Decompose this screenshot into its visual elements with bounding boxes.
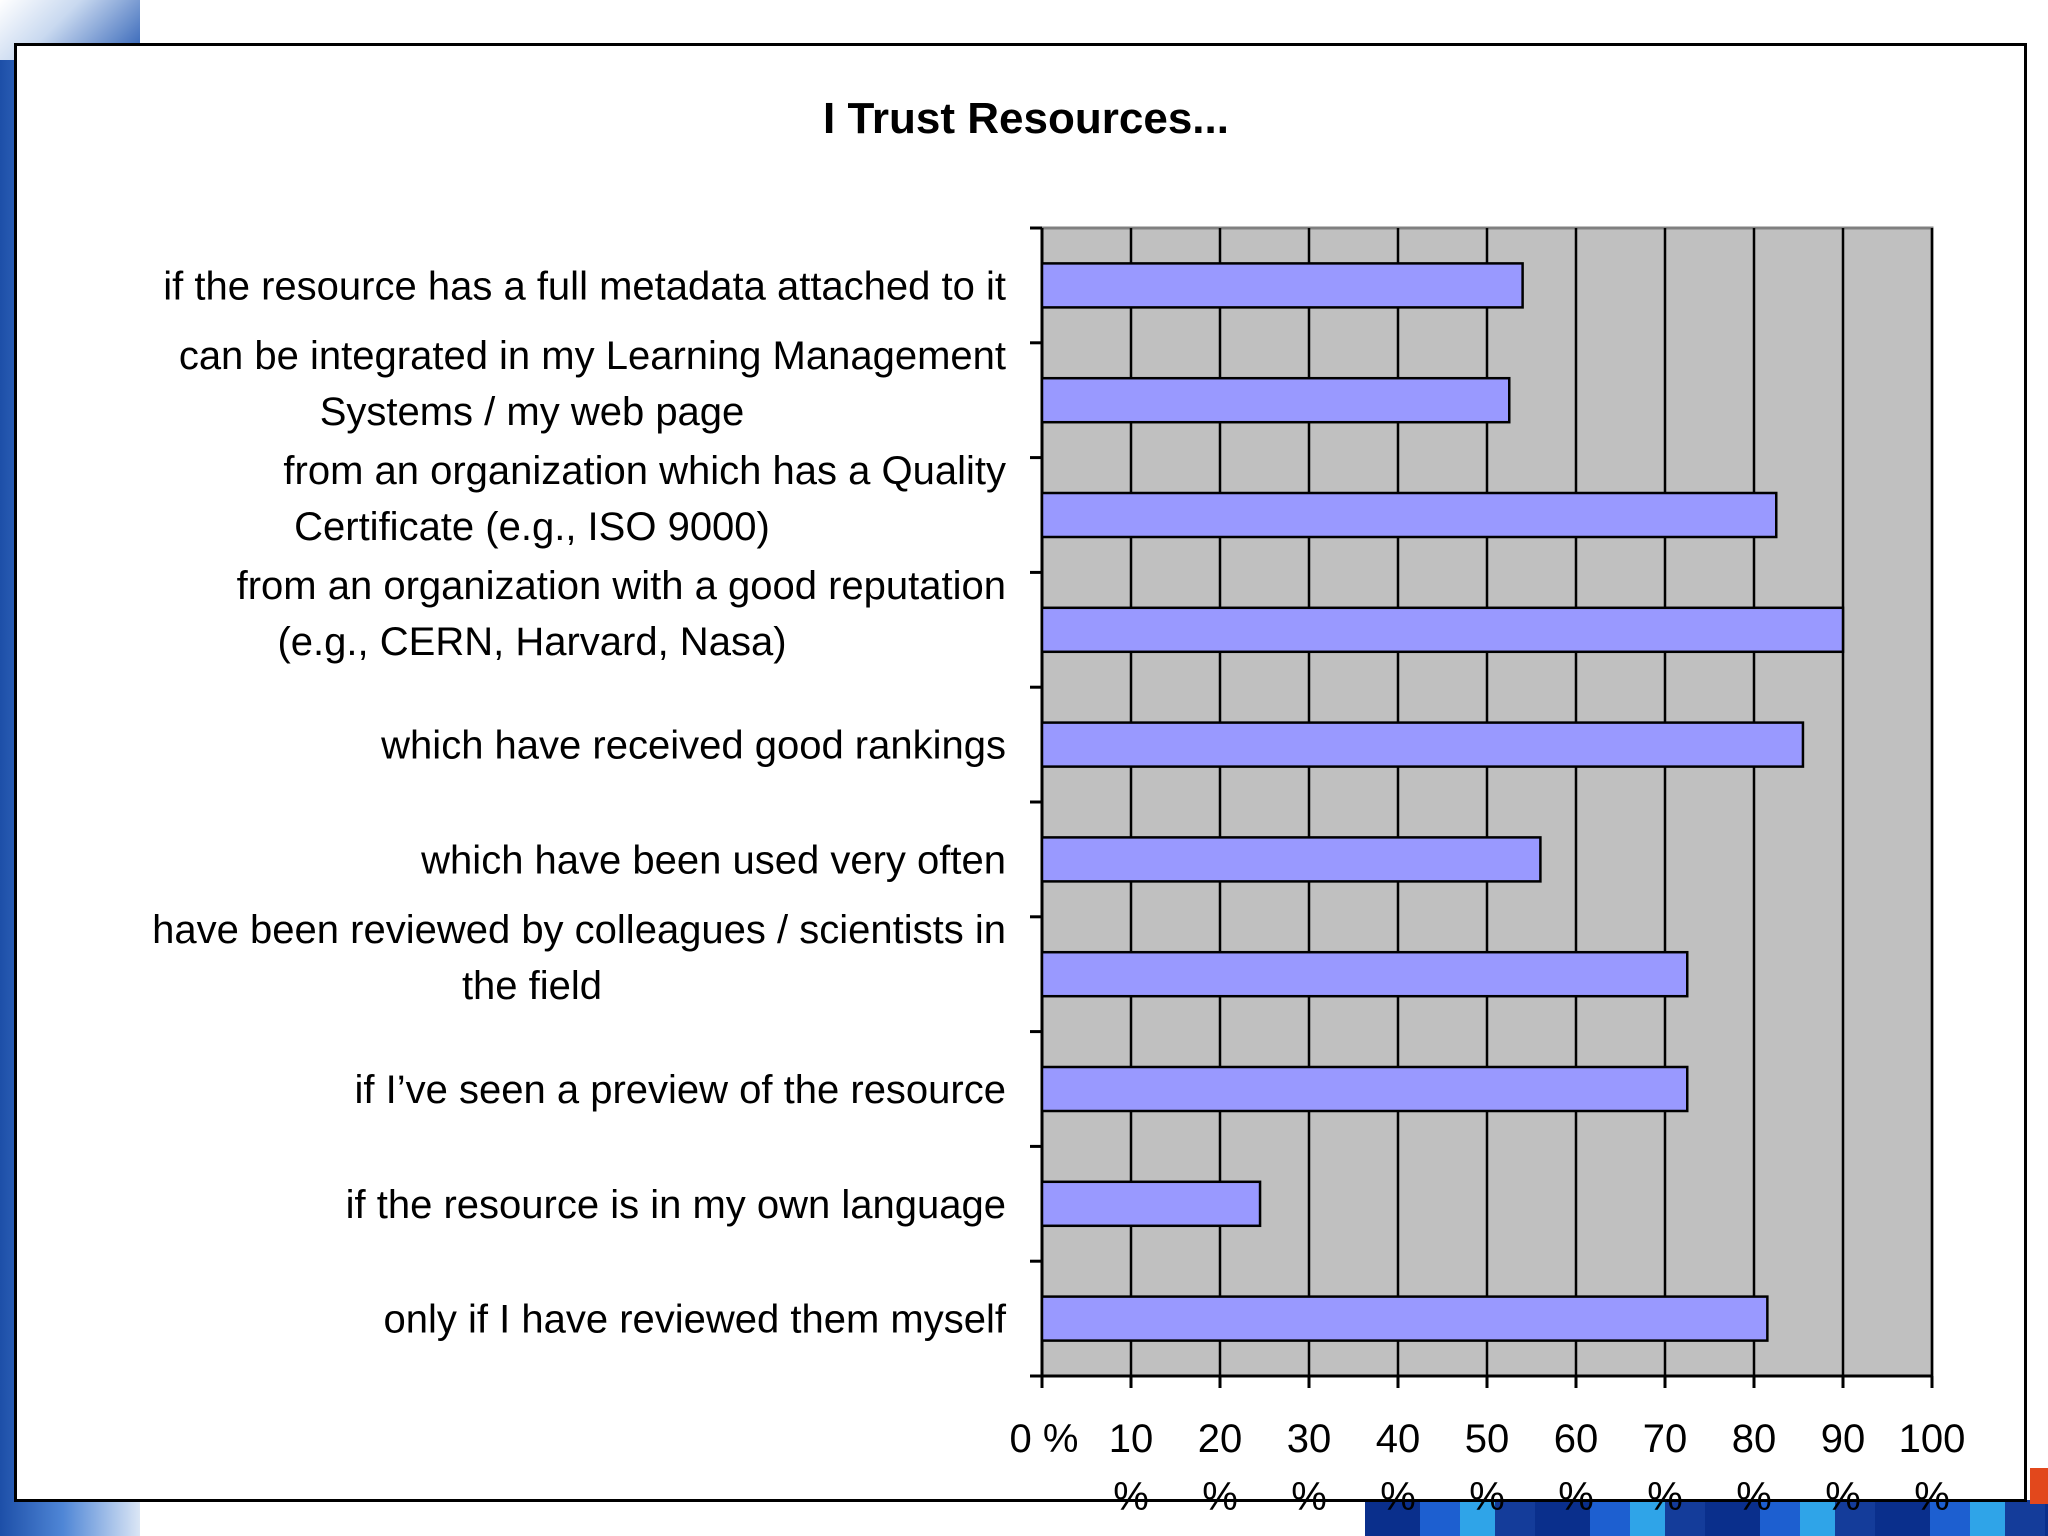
category-label: from an organization which has a Quality: [283, 449, 1006, 493]
x-tick-label-unit: %: [1291, 1475, 1327, 1519]
category-label: (e.g., CERN, Harvard, Nasa): [277, 620, 786, 664]
category-label: Systems / my web page: [320, 390, 745, 434]
category-label: which have been used very often: [420, 838, 1006, 882]
background-decoration-bottom: [1365, 1500, 2048, 1536]
plot-area: 0 % 10% 20% 30% 40% 50% 60% 70% 80% 90% 100% if the…: [152, 226, 1966, 1519]
x-tick-label-unit: %: [1380, 1475, 1416, 1519]
bar: [1040, 950, 1689, 998]
category-label: have been reviewed by colleagues / scien…: [152, 908, 1006, 952]
x-tick-label-unit: %: [1736, 1475, 1772, 1519]
category-label: from an organization with a good reputat…: [237, 564, 1006, 608]
category-label: if the resource is in my own language: [346, 1183, 1006, 1227]
x-tick-label: 20: [1198, 1417, 1243, 1461]
x-tick-label-unit: %: [1113, 1475, 1149, 1519]
bar: [1040, 262, 1524, 309]
x-tick-label: 10: [1109, 1417, 1154, 1461]
x-tick-label: 30: [1287, 1417, 1332, 1461]
category-label: Certificate (e.g., ISO 9000): [294, 505, 770, 549]
bar: [1040, 836, 1542, 883]
chart-title: I Trust Resources...: [823, 94, 1229, 143]
x-tick-label-unit: %: [1202, 1475, 1238, 1519]
bar: [1040, 606, 1845, 654]
x-tick-label: 80: [1732, 1417, 1777, 1461]
x-tick-label: 70: [1643, 1417, 1688, 1461]
bar: [1040, 1065, 1689, 1113]
x-tick-label-unit: %: [1558, 1475, 1594, 1519]
category-label: only if I have reviewed them myself: [384, 1298, 1007, 1342]
bar: [1040, 721, 1805, 768]
category-label: which have received good rankings: [380, 724, 1006, 768]
bar: [1040, 491, 1778, 539]
background-decoration-accent: [2030, 1468, 2048, 1504]
x-tick-label-unit: %: [1647, 1475, 1683, 1519]
x-tick-label-unit: %: [1469, 1475, 1505, 1519]
bar: [1040, 1295, 1769, 1342]
x-tick-label: 90: [1821, 1417, 1866, 1461]
category-label: the field: [462, 964, 602, 1008]
x-tick-label: 40: [1376, 1417, 1421, 1461]
x-tick-label: 50: [1465, 1417, 1510, 1461]
category-label: if the resource has a full metadata atta…: [163, 264, 1006, 308]
x-tick-label: 0 %: [1010, 1417, 1079, 1461]
category-label: if I’ve seen a preview of the resource: [355, 1068, 1006, 1112]
x-tick-label-unit: %: [1825, 1475, 1861, 1519]
x-tick-label: 60: [1554, 1417, 1599, 1461]
x-tick-label-unit: %: [1914, 1475, 1950, 1519]
x-tick-label: 100: [1899, 1417, 1966, 1461]
category-label: can be integrated in my Learning Managem…: [179, 334, 1006, 378]
bar: [1040, 376, 1511, 424]
bar: [1040, 1180, 1262, 1228]
